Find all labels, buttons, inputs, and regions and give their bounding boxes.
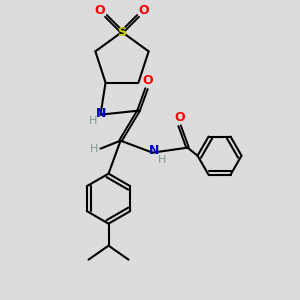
- Text: O: O: [139, 4, 149, 17]
- Text: N: N: [96, 107, 107, 120]
- Text: H: H: [158, 155, 167, 165]
- Text: O: O: [174, 111, 185, 124]
- Text: O: O: [142, 74, 153, 87]
- Text: N: N: [149, 144, 160, 157]
- Text: O: O: [95, 4, 105, 17]
- Text: S: S: [118, 26, 127, 38]
- Text: H: H: [89, 116, 98, 126]
- Text: H: H: [90, 144, 99, 154]
